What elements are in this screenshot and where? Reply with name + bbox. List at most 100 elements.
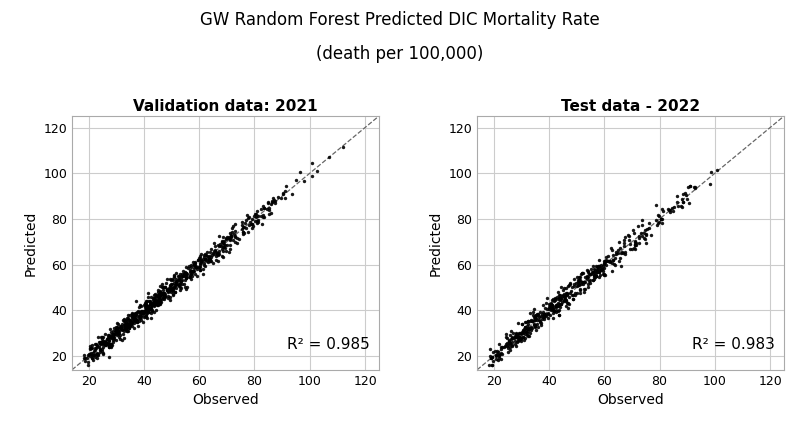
Point bbox=[165, 276, 178, 283]
Point bbox=[153, 291, 166, 298]
Point bbox=[598, 259, 610, 266]
Point bbox=[530, 311, 543, 318]
Point bbox=[598, 271, 610, 278]
Point bbox=[536, 313, 549, 320]
Point bbox=[552, 306, 565, 313]
Point bbox=[250, 208, 263, 215]
Point bbox=[94, 345, 107, 352]
Point bbox=[561, 292, 574, 299]
Point bbox=[671, 193, 684, 200]
Point bbox=[136, 309, 149, 316]
Point bbox=[178, 271, 190, 278]
Point bbox=[633, 232, 646, 239]
Point bbox=[156, 289, 169, 296]
Point bbox=[208, 247, 221, 254]
Point bbox=[588, 265, 601, 272]
Point bbox=[211, 250, 224, 257]
Point bbox=[103, 332, 116, 339]
Point bbox=[98, 338, 111, 345]
Point bbox=[122, 325, 135, 332]
Point bbox=[116, 337, 129, 344]
Point bbox=[642, 219, 655, 226]
Point bbox=[545, 301, 558, 308]
Point bbox=[236, 229, 249, 236]
Point bbox=[134, 302, 146, 309]
Point bbox=[152, 298, 165, 305]
Point bbox=[554, 295, 566, 301]
Point bbox=[157, 284, 170, 291]
Point bbox=[97, 338, 110, 345]
Point bbox=[170, 277, 183, 284]
Point bbox=[184, 271, 197, 278]
Point bbox=[156, 292, 169, 299]
Point bbox=[510, 339, 523, 346]
Point bbox=[106, 335, 118, 342]
Point bbox=[122, 320, 134, 327]
Point bbox=[133, 308, 146, 315]
Point bbox=[166, 287, 179, 294]
Point bbox=[138, 300, 151, 307]
Point bbox=[89, 347, 102, 353]
Point bbox=[118, 321, 130, 328]
Point bbox=[204, 246, 217, 253]
Point bbox=[592, 265, 605, 272]
Point bbox=[210, 252, 222, 259]
Point bbox=[95, 345, 108, 352]
Point bbox=[576, 278, 589, 285]
Point bbox=[555, 299, 568, 306]
Point bbox=[132, 307, 145, 314]
Point bbox=[145, 304, 158, 311]
Point bbox=[102, 332, 114, 338]
Point bbox=[598, 258, 611, 264]
Point bbox=[165, 288, 178, 295]
Point bbox=[526, 324, 538, 331]
Point bbox=[111, 329, 124, 335]
Point bbox=[202, 258, 214, 265]
Point bbox=[549, 294, 562, 301]
Point bbox=[105, 340, 118, 347]
Point bbox=[202, 255, 215, 262]
Point bbox=[98, 341, 111, 347]
Point bbox=[165, 280, 178, 287]
Point bbox=[206, 251, 218, 258]
Point bbox=[78, 352, 90, 359]
Point bbox=[88, 345, 101, 352]
Point bbox=[575, 279, 588, 286]
Point bbox=[547, 306, 560, 313]
Point bbox=[633, 239, 646, 246]
Point bbox=[212, 247, 225, 254]
Point bbox=[602, 252, 615, 259]
Point bbox=[173, 283, 186, 289]
Point bbox=[483, 345, 496, 352]
Point bbox=[163, 276, 176, 283]
Point bbox=[194, 252, 207, 259]
Point bbox=[158, 292, 170, 298]
Point bbox=[558, 296, 570, 303]
Point bbox=[128, 316, 141, 323]
Point bbox=[207, 247, 220, 254]
Point bbox=[599, 254, 612, 261]
Point bbox=[600, 262, 613, 269]
Point bbox=[598, 261, 610, 268]
Point bbox=[160, 286, 173, 293]
Point bbox=[582, 284, 594, 291]
Point bbox=[149, 298, 162, 305]
Point bbox=[522, 325, 535, 332]
Point bbox=[258, 205, 270, 212]
Point bbox=[195, 257, 208, 264]
Point bbox=[590, 273, 602, 280]
Point bbox=[566, 292, 579, 298]
Point bbox=[595, 261, 608, 268]
Point bbox=[550, 301, 562, 308]
Point bbox=[122, 321, 134, 328]
Point bbox=[96, 348, 109, 355]
Point bbox=[500, 334, 513, 341]
Y-axis label: Predicted: Predicted bbox=[24, 210, 38, 276]
Point bbox=[146, 306, 158, 313]
Point bbox=[252, 216, 265, 223]
Point bbox=[638, 234, 650, 241]
Point bbox=[528, 323, 541, 330]
Point bbox=[500, 331, 513, 338]
Point bbox=[139, 305, 152, 312]
Point bbox=[662, 206, 674, 212]
